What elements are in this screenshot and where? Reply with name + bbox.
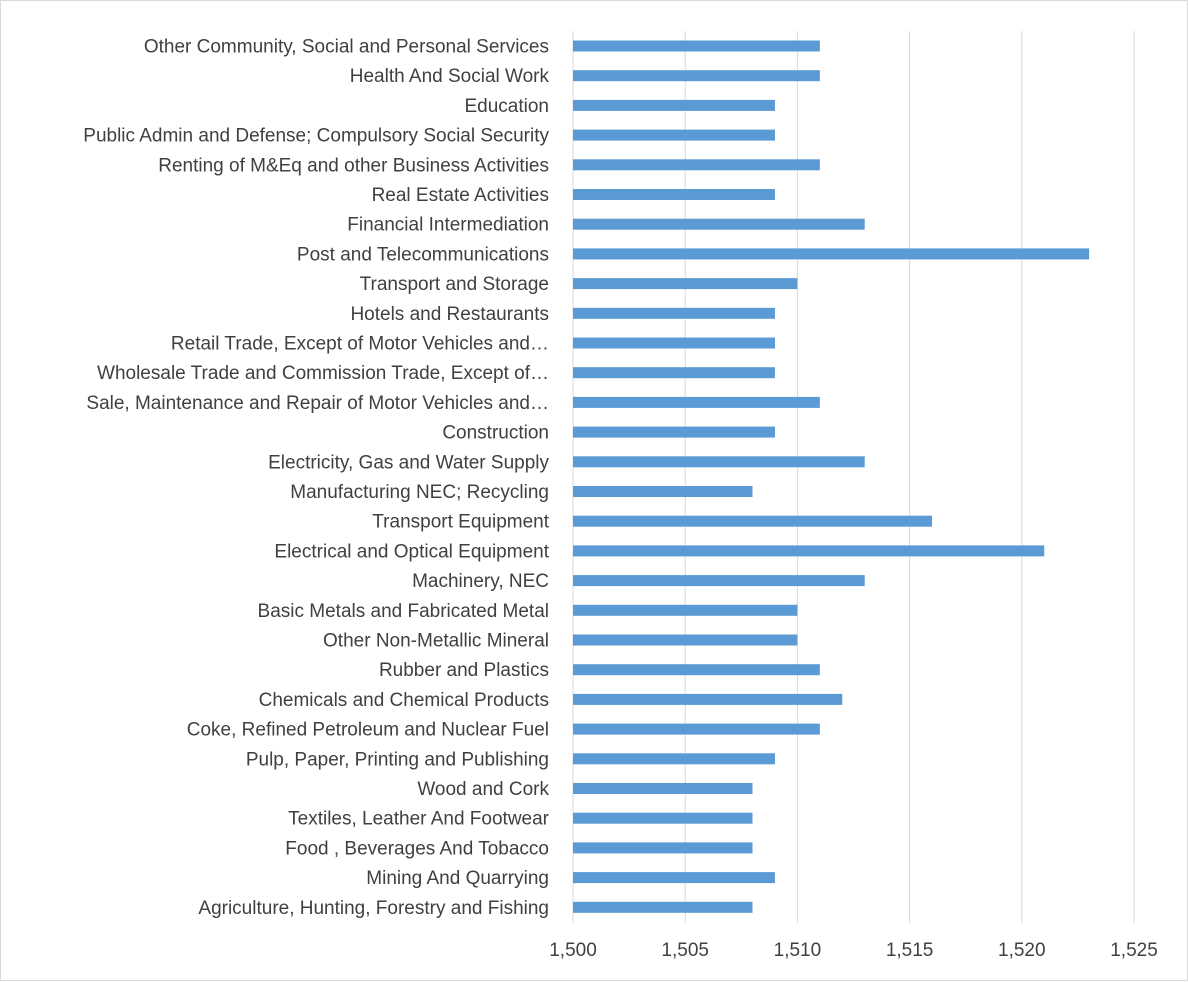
bar xyxy=(573,545,1045,557)
category-label: Transport Equipment xyxy=(372,512,549,533)
category-label: Textiles, Leather And Footwear xyxy=(288,809,550,830)
bar xyxy=(573,129,775,141)
bar xyxy=(573,634,798,646)
bar xyxy=(573,515,933,527)
bar xyxy=(573,783,753,794)
category-labels: Other Community, Social and Personal Ser… xyxy=(83,37,549,919)
bar xyxy=(573,70,820,82)
bar xyxy=(573,901,753,913)
bar xyxy=(573,753,775,765)
x-tick-label: 1,505 xyxy=(661,940,709,961)
gridlines xyxy=(572,31,1135,923)
category-label: Wood and Cork xyxy=(417,779,549,800)
category-label: Transport and Storage xyxy=(360,274,549,295)
bar xyxy=(573,337,775,349)
category-label: Real Estate Activities xyxy=(372,185,549,206)
category-label: Food , Beverages And Tobacco xyxy=(285,838,549,859)
x-tick-label: 1,510 xyxy=(774,940,822,961)
category-label: Manufacturing NEC; Recycling xyxy=(290,482,549,503)
bars xyxy=(573,40,1090,913)
category-label: Post and Telecommunications xyxy=(297,244,549,265)
category-label: Electricity, Gas and Water Supply xyxy=(268,452,549,473)
bar xyxy=(573,486,753,497)
bar xyxy=(573,664,820,676)
bar xyxy=(573,842,753,854)
bar xyxy=(573,693,843,705)
category-label: Basic Metals and Fabricated Metal xyxy=(258,601,549,622)
bar xyxy=(573,812,753,824)
bar xyxy=(573,723,820,735)
category-label: Chemicals and Chemical Products xyxy=(259,690,549,711)
category-label: Other Non-Metallic Mineral xyxy=(323,631,549,652)
bar xyxy=(573,40,820,52)
category-label: Wholesale Trade and Commission Trade, Ex… xyxy=(97,363,549,384)
category-label: Sale, Maintenance and Repair of Motor Ve… xyxy=(86,393,549,414)
x-axis-tick-labels: 1,500 1,505 1,510 1,515 1,520 1,525 xyxy=(549,940,1158,961)
bar xyxy=(573,99,775,111)
category-label: Other Community, Social and Personal Ser… xyxy=(144,37,549,58)
x-tick-label: 1,500 xyxy=(549,940,597,961)
x-tick-label: 1,515 xyxy=(886,940,934,961)
bar xyxy=(573,367,775,379)
category-label: Public Admin and Defense; Compulsory Soc… xyxy=(83,126,549,147)
category-label: Electrical and Optical Equipment xyxy=(274,541,549,562)
category-label: Retail Trade, Except of Motor Vehicles a… xyxy=(171,334,549,355)
category-label: Renting of M&Eq and other Business Activ… xyxy=(158,155,549,176)
category-label: Health And Social Work xyxy=(350,66,550,87)
bar xyxy=(573,872,775,884)
bar xyxy=(573,396,820,408)
category-label: Rubber and Plastics xyxy=(379,660,549,681)
bar xyxy=(573,456,865,468)
category-label: Construction xyxy=(442,423,549,444)
bar xyxy=(573,575,865,587)
bar xyxy=(573,248,1090,260)
bar xyxy=(573,426,775,438)
bar xyxy=(573,307,775,319)
bar xyxy=(573,218,865,230)
category-label: Mining And Quarrying xyxy=(366,868,549,889)
bar xyxy=(573,159,820,171)
bar xyxy=(573,189,775,200)
bar xyxy=(573,278,798,290)
category-label: Machinery, NEC xyxy=(412,571,549,592)
x-tick-label: 1,520 xyxy=(998,940,1046,961)
category-label: Financial Intermediation xyxy=(347,215,549,236)
category-label: Agriculture, Hunting, Forestry and Fishi… xyxy=(198,898,549,919)
bar xyxy=(573,604,798,616)
x-tick-label: 1,525 xyxy=(1110,940,1158,961)
category-label: Coke, Refined Petroleum and Nuclear Fuel xyxy=(187,720,549,741)
category-label: Hotels and Restaurants xyxy=(350,304,549,325)
category-label: Pulp, Paper, Printing and Publishing xyxy=(246,749,549,770)
category-label: Education xyxy=(464,96,549,117)
